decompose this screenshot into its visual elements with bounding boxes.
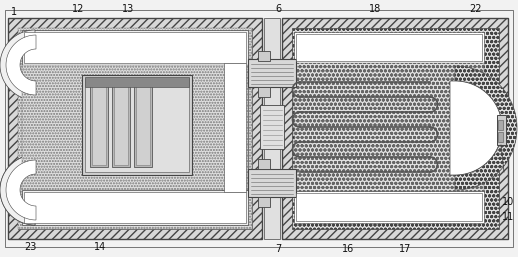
Polygon shape [0, 155, 35, 225]
Bar [296, 193, 482, 221]
Text: 18: 18 [369, 4, 381, 14]
Bar [294, 32, 484, 63]
Bar [292, 28, 499, 229]
Text: 22: 22 [469, 4, 481, 14]
Bar [294, 63, 484, 191]
Bar [90, 83, 108, 167]
Text: 1: 1 [11, 7, 17, 17]
Text: 24: 24 [292, 104, 304, 114]
Bar [497, 115, 506, 145]
Bar [85, 78, 189, 172]
Bar [260, 105, 284, 149]
Polygon shape [0, 155, 35, 225]
Text: 11: 11 [502, 212, 514, 222]
Bar [85, 77, 189, 87]
Bar [112, 83, 130, 167]
Bar [24, 192, 246, 223]
Bar [294, 191, 484, 223]
Bar [282, 18, 508, 239]
Text: 23: 23 [24, 242, 36, 252]
Bar [18, 28, 252, 229]
Bar [82, 75, 192, 175]
Text: 14: 14 [94, 242, 106, 252]
Bar [258, 197, 270, 207]
Bar [134, 83, 152, 167]
Bar [248, 59, 296, 87]
Text: 17: 17 [399, 244, 411, 254]
Bar [258, 51, 270, 61]
Polygon shape [0, 30, 35, 100]
Bar [22, 190, 248, 225]
Bar [22, 30, 248, 65]
Text: 15: 15 [292, 117, 304, 127]
Text: 16: 16 [342, 244, 354, 254]
Bar [258, 159, 270, 169]
Text: 19: 19 [292, 130, 304, 140]
Polygon shape [6, 35, 36, 95]
Bar [296, 34, 482, 61]
Bar [498, 120, 503, 130]
Bar [222, 65, 248, 190]
Bar [498, 132, 503, 142]
Text: 6: 6 [275, 4, 281, 14]
Bar [136, 85, 150, 165]
Bar [92, 85, 106, 165]
Bar [264, 18, 280, 239]
Bar [224, 63, 246, 192]
Bar [22, 65, 248, 190]
Polygon shape [450, 81, 502, 175]
Bar [248, 169, 296, 197]
Bar [24, 32, 246, 63]
Bar [258, 87, 270, 97]
Text: 10: 10 [502, 197, 514, 207]
Polygon shape [455, 66, 517, 190]
Bar [18, 28, 252, 229]
Text: 7: 7 [275, 244, 281, 254]
Bar [114, 85, 128, 165]
Polygon shape [6, 160, 36, 220]
Text: 13: 13 [122, 4, 134, 14]
Text: 12: 12 [72, 4, 84, 14]
Bar [8, 18, 262, 239]
